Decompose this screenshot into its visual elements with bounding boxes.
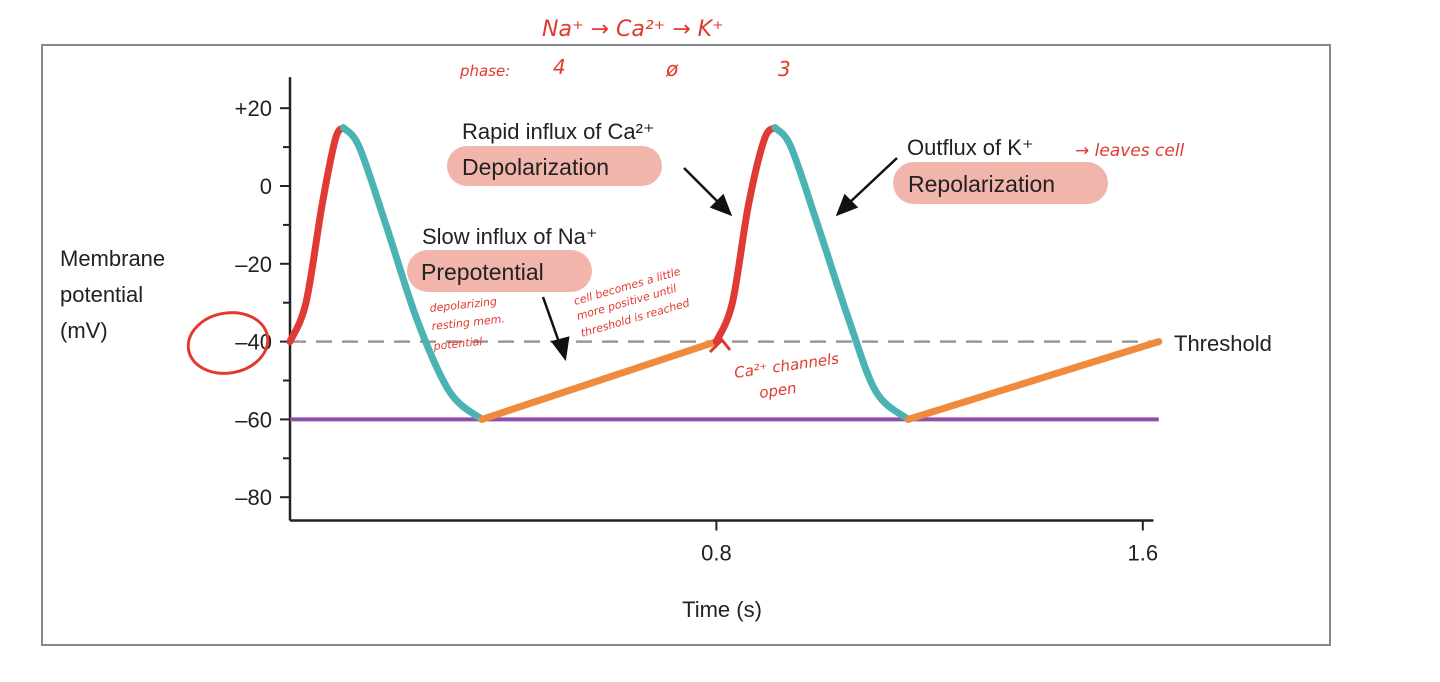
hand-ions-sequence: Na⁺ → Ca²⁺ → K⁺ <box>542 17 724 42</box>
threshold-label: Threshold <box>1174 331 1272 356</box>
hand-leaves-cell: → leaves cell <box>1075 141 1185 161</box>
hand-phase-4: 4 <box>553 55 566 79</box>
x-axis-label: Time (s) <box>682 597 762 622</box>
depolarization-pill <box>447 146 662 186</box>
y-tick-label: –20 <box>235 252 272 277</box>
hand-phase-label: phase: <box>459 62 510 80</box>
k-outflux-label: Outflux of K⁺ <box>907 135 1034 160</box>
annotation-arrows <box>541 157 898 362</box>
arrow-repolarization <box>847 157 898 205</box>
x-tick-label: 0.8 <box>701 541 732 566</box>
prepotential-label: Prepotential <box>421 259 544 285</box>
hand-phase-3: 3 <box>778 57 791 81</box>
hand-depol-note-3: potential <box>432 335 483 353</box>
repolarization-pill <box>893 162 1108 204</box>
arrowhead-repolarization <box>835 193 859 217</box>
y-tick-label: +20 <box>235 96 272 121</box>
repolarization-segment <box>339 124 486 423</box>
hand-circle-minus40 <box>186 311 270 375</box>
ca-influx-label: Rapid influx of Ca²⁺ <box>462 119 655 144</box>
repolarization-segment <box>771 124 912 423</box>
y-tick-label: 0 <box>260 174 272 199</box>
depolarization-label: Depolarization <box>462 154 609 180</box>
prepotential-pill <box>407 250 592 292</box>
hand-ca-channels-2: open <box>758 379 798 402</box>
y-axis-label-line2: potential <box>60 282 143 307</box>
y-tick-label: –80 <box>235 485 272 510</box>
repolarization-label: Repolarization <box>908 171 1055 197</box>
arrowhead-prepotential <box>550 336 570 362</box>
prepotential-segment <box>904 338 1163 423</box>
hand-threshold-mark <box>708 337 732 354</box>
na-influx-label: Slow influx of Na⁺ <box>422 224 597 249</box>
hand-phase-0: ø <box>665 57 679 81</box>
arrow-prepotential <box>541 296 562 346</box>
y-tick-label: –60 <box>235 407 272 432</box>
depolarization-segment <box>286 124 347 346</box>
prepotential-segment <box>478 338 720 423</box>
y-axis-label-line1: Membrane <box>60 246 165 271</box>
y-axis-label-line3: (mV) <box>60 318 108 343</box>
arrowhead-depolarization <box>709 193 733 217</box>
x-tick-label: 1.6 <box>1128 541 1159 566</box>
depolarization-segment <box>712 124 779 346</box>
arrow-depolarization <box>683 167 723 207</box>
chart-frame <box>41 44 1331 646</box>
